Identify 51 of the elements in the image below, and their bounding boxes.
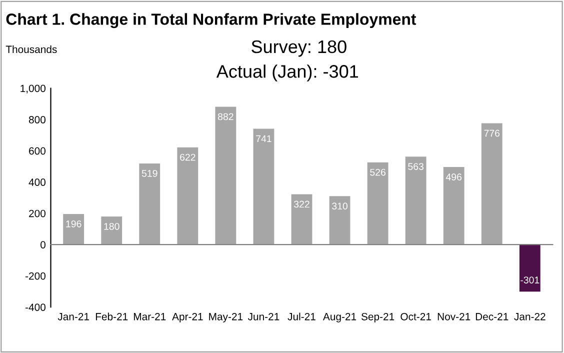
data-label: 496: [446, 174, 462, 180]
bar: [329, 196, 350, 245]
y-tick-label: 400: [28, 178, 46, 186]
bar: [519, 244, 540, 292]
data-label: 526: [370, 168, 386, 176]
bar: [215, 106, 236, 245]
data-label: 310: [332, 202, 348, 210]
data-label: 741: [256, 135, 272, 142]
data-label: 519: [142, 170, 158, 177]
y-tick-label: 200: [29, 210, 46, 218]
data-label: 882: [218, 113, 234, 120]
y-tick-label: 1,000: [20, 84, 46, 94]
x-tick-label: May-21: [209, 312, 243, 322]
data-label: -301: [520, 276, 540, 284]
bar: [291, 194, 312, 245]
bar: [63, 214, 84, 245]
x-tick-label: Oct-21: [400, 312, 431, 320]
y-tick-label: -400: [26, 304, 46, 311]
x-tick-label: Mar-21: [134, 312, 166, 320]
bar: [405, 156, 426, 245]
y-tick-label: 600: [29, 147, 46, 155]
bar: [481, 123, 502, 245]
data-label: 322: [294, 200, 310, 208]
y-axis-title: Thousands: [6, 45, 57, 54]
data-label: 622: [180, 154, 196, 161]
x-tick-label: Aug-21: [322, 312, 356, 322]
bar: [177, 147, 198, 245]
data-label: 196: [66, 220, 82, 228]
y-tick-label: 800: [28, 116, 46, 124]
y-tick-label: -200: [26, 272, 46, 280]
bar: [101, 216, 122, 245]
y-tick-label: 0: [40, 241, 46, 248]
x-tick-label: Jun-21: [248, 312, 280, 320]
chart-title: Chart 1. Change in Total Nonfarm Private Employment: [6, 13, 416, 28]
x-tick-label: Apr-21: [172, 312, 203, 322]
x-tick-label: Sep-21: [361, 312, 394, 322]
x-tick-label: Jan-21: [58, 312, 89, 320]
bar: [443, 167, 464, 245]
text: Survey: 180: [252, 40, 346, 57]
data-label: 563: [408, 163, 424, 170]
text: Actual (Jan): -301: [216, 64, 358, 82]
data-label: 776: [484, 130, 500, 137]
bar: [139, 163, 160, 245]
x-tick-label: Jul-21: [288, 312, 316, 320]
x-tick-label: Feb-21: [96, 312, 128, 320]
x-tick-label: Jan-22: [514, 312, 546, 320]
bar: [367, 162, 388, 245]
bar: [253, 128, 274, 245]
data-label: 180: [104, 222, 120, 230]
x-tick-label: Dec-21: [476, 312, 508, 320]
x-tick-label: Nov-21: [438, 312, 470, 320]
